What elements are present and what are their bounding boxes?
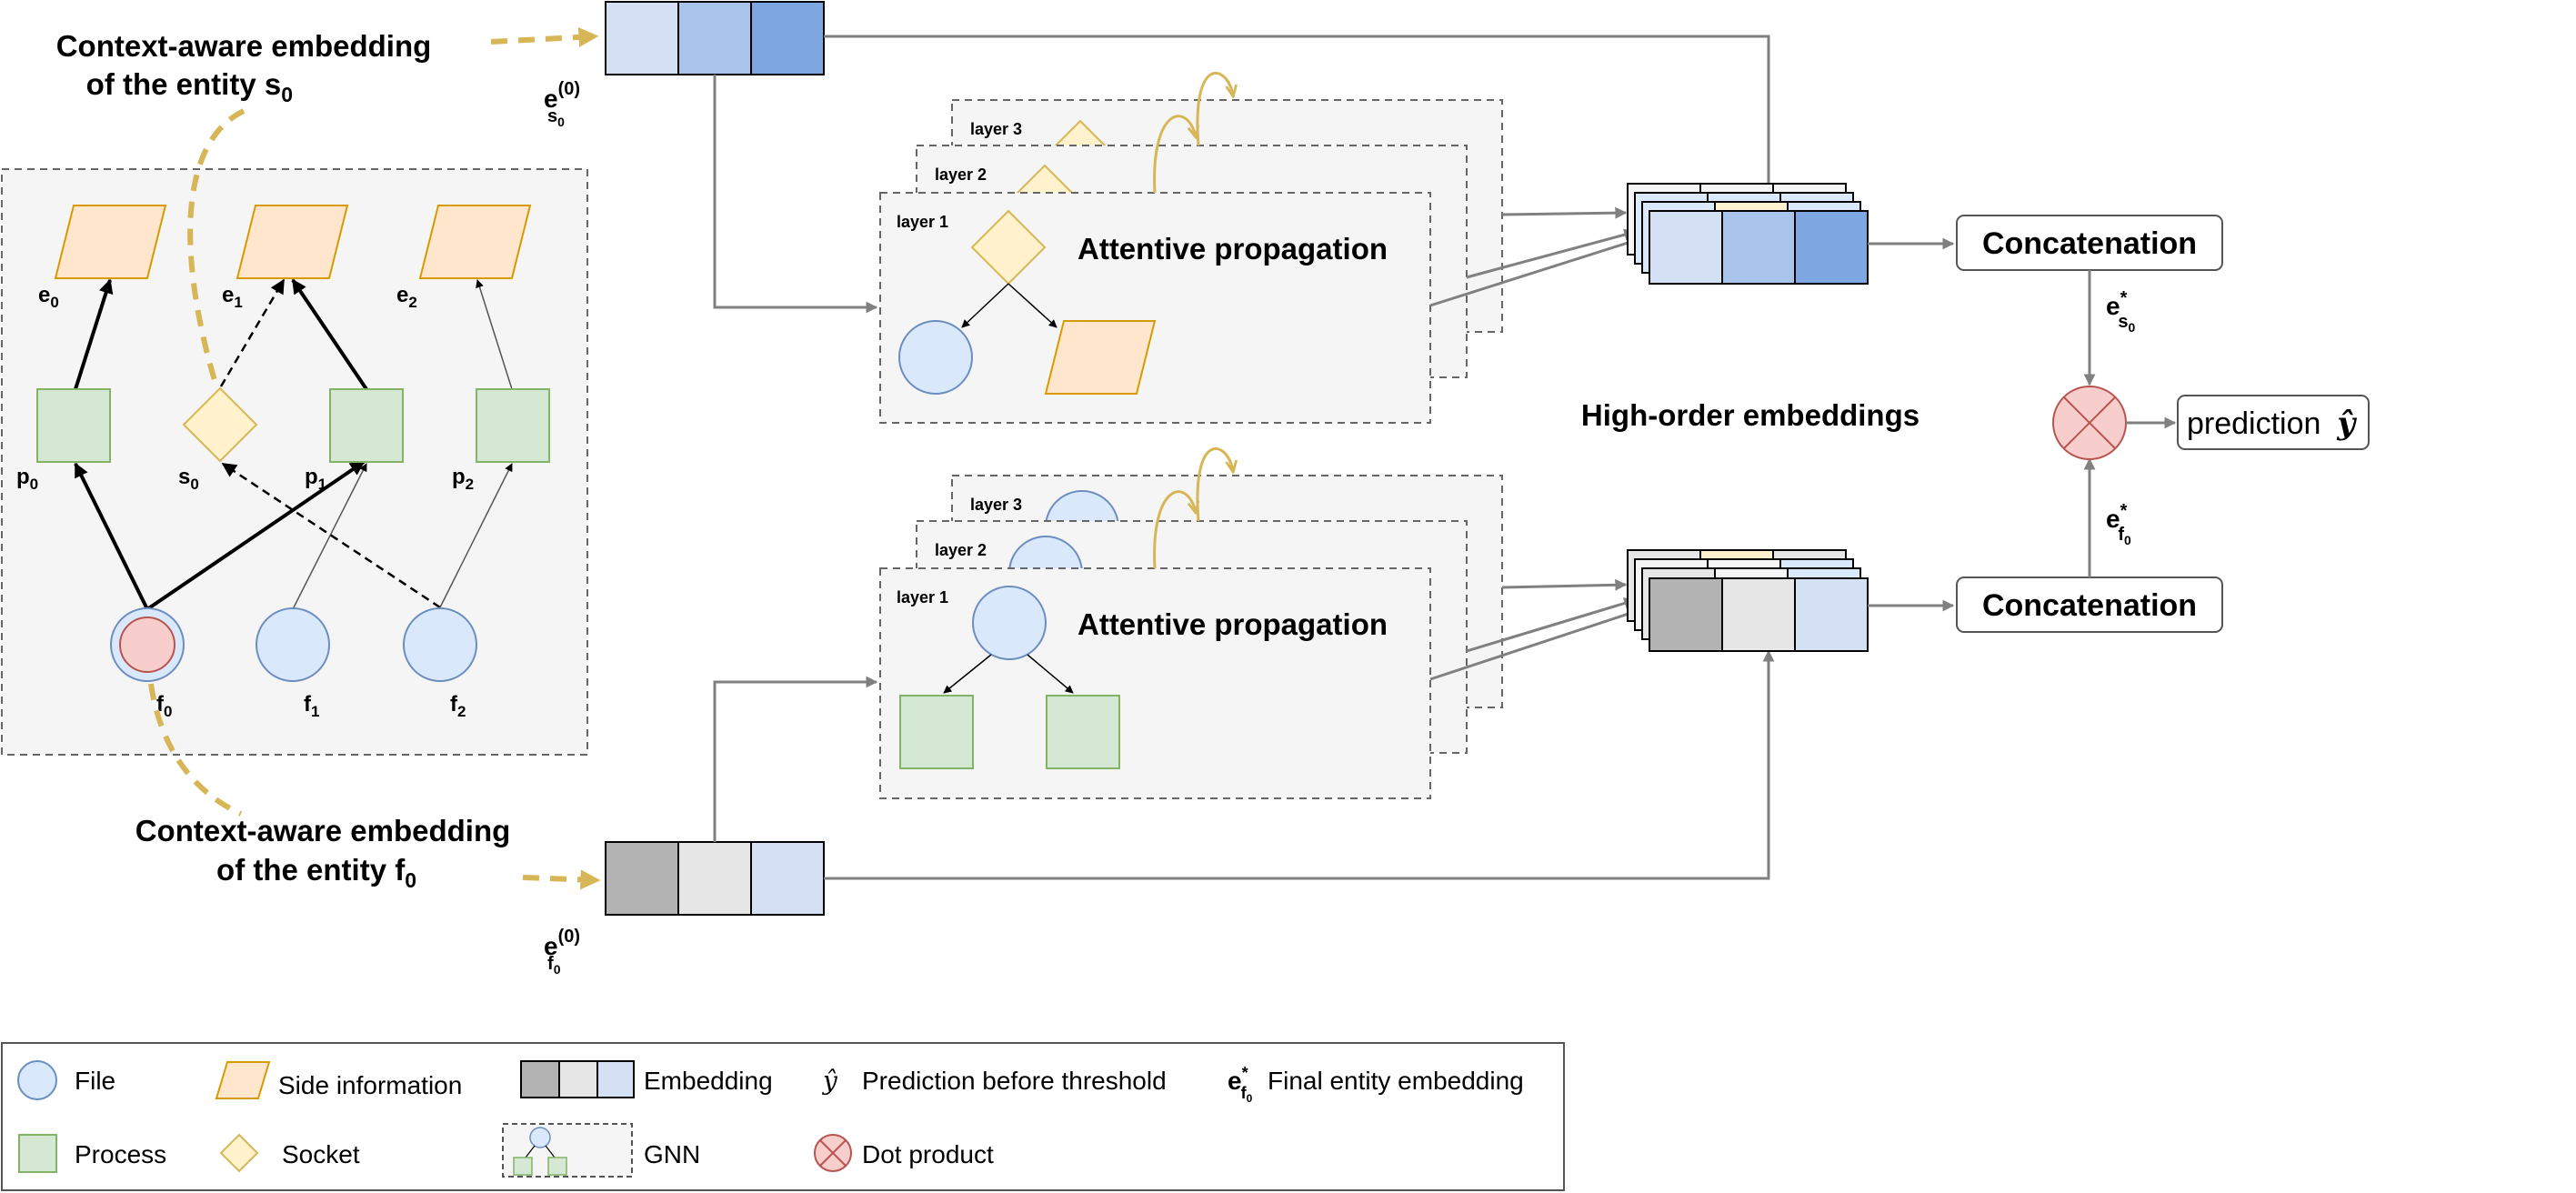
gnn-bottom-layer3-label: layer 3 [970, 496, 1022, 514]
gnn-bottom-title: Attentive propagation [1078, 607, 1388, 641]
gnn-top-layer2-label: layer 2 [935, 165, 987, 184]
context-f0-label-line2: of the entity f0 [216, 853, 416, 892]
edge-f0-p0 [74, 462, 149, 610]
gnn-top-layer3-label: layer 3 [970, 120, 1022, 138]
edge-p0-e0 [74, 278, 114, 390]
process-label-p0: p0 [16, 465, 38, 493]
gold-link-s0-to-socket [187, 108, 246, 387]
legend-file-label: File [75, 1067, 115, 1095]
side-info-node-e0 [54, 205, 167, 279]
gold-arrow-f0-to-embedding [522, 869, 601, 890]
gnn-bottom-process-node-1 [899, 695, 974, 769]
process-node-p0 [36, 388, 111, 463]
file-label-f0: f0 [156, 692, 172, 720]
concatenation-label-top: Concatenation [1982, 226, 2197, 261]
legend-gnn-icon [502, 1123, 633, 1178]
high-order-label: High-order embeddings [1581, 398, 1919, 432]
legend: File Side information Embedding ŷ Predic… [1, 1042, 1565, 1191]
gnn-output-arrows [1429, 206, 1644, 681]
side-label-e2: e2 [396, 283, 417, 311]
side-info-node-e2 [418, 205, 532, 279]
process-node-p2 [476, 388, 550, 463]
high-order-stack-s0 [1627, 183, 1869, 285]
entity-graph-panel: e0 e1 e2 p0 s0 p1 p2 f0 f1 f2 [1, 168, 588, 756]
connector-s0-initial-skip [824, 35, 1775, 213]
embedding-s0-initial [605, 1, 825, 75]
edge-p1-e1 [291, 278, 368, 391]
process-label-p2: p2 [452, 465, 474, 493]
high-order-stack-f0 [1627, 549, 1869, 652]
dot-product-node [2052, 386, 2127, 460]
side-label-e0: e0 [38, 283, 59, 311]
legend-embedding-icon [520, 1060, 635, 1098]
gnn-bottom: layer 3 layer 2 layer 1 Attentive propag… [879, 446, 1503, 799]
legend-dot-label: Dot product [862, 1140, 994, 1168]
gnn-top-side-node [1044, 320, 1157, 395]
legend-process-icon [18, 1134, 57, 1173]
legend-embedding-label: Embedding [644, 1067, 773, 1095]
prediction-box [2177, 395, 2370, 450]
prediction-label: prediction ŷ [2187, 406, 2357, 442]
legend-socket-label: Socket [282, 1140, 360, 1168]
legend-side-label: Side information [278, 1071, 462, 1099]
gnn-top-layer1-label: layer 1 [897, 213, 948, 231]
gnn-top-file-node [898, 320, 973, 395]
context-f0-label-line1: Context-aware embedding [135, 814, 511, 847]
legend-prediction-symbol: ŷ [821, 1066, 838, 1096]
legend-gnn-label: GNN [644, 1140, 700, 1168]
process-node-p1 [329, 388, 404, 463]
legend-process-label: Process [75, 1140, 166, 1168]
gnn-top-title: Attentive propagation [1078, 232, 1388, 266]
label-e-s0-initial: e(0) s0 [544, 79, 580, 129]
file-node-f1 [256, 607, 330, 682]
gnn-top: layer 3 layer 2 layer 1 Attentive propag… [879, 71, 1503, 424]
gold-arrow-s0-to-embedding [490, 26, 599, 47]
socket-label-s0: s0 [178, 465, 199, 493]
gnn-bottom-layer2-label: layer 2 [935, 541, 987, 559]
edge-s0-e1 [219, 278, 286, 387]
label-e-f0-initial: e(0) f0 [544, 927, 580, 977]
legend-final-label: Final entity embedding [1268, 1067, 1524, 1095]
connector-f0-initial-to-gnn [713, 676, 878, 842]
concatenation-label-bottom: Concatenation [1982, 588, 2197, 623]
edge-f1-p1 [292, 463, 367, 610]
legend-prediction-label: Prediction before threshold [862, 1067, 1167, 1095]
label-e-s0-final: e* s0 [2106, 288, 2136, 335]
embedding-f0-initial [605, 841, 825, 916]
legend-dot-product-icon [814, 1134, 852, 1172]
side-label-e1: e1 [222, 283, 243, 311]
file-label-f1: f1 [304, 692, 319, 720]
context-s0-label-line2: of the entity s0 [86, 67, 293, 106]
side-info-node-e1 [236, 205, 349, 279]
edge-f2-p2 [439, 463, 513, 608]
edge-f0-p1 [145, 460, 366, 611]
gnn-bottom-file-node [972, 586, 1047, 660]
gnn-bottom-layer1-label: layer 1 [897, 588, 948, 607]
process-label-p1: p1 [305, 465, 326, 493]
legend-side-icon [215, 1061, 271, 1099]
socket-node-s0 [182, 386, 258, 463]
context-s0-label-line1: Context-aware embedding [56, 29, 432, 63]
gold-link-f0-to-file [148, 683, 243, 817]
legend-final-symbol: e* f0 [1228, 1064, 1253, 1105]
legend-socket-icon [219, 1133, 259, 1173]
connector-s0-initial-to-gnn [713, 75, 878, 314]
label-e-f0-final: e* f0 [2106, 501, 2131, 547]
connector-f0-initial-skip [824, 649, 1775, 880]
gnn-bottom-process-node-2 [1046, 695, 1120, 769]
file-node-f0-highlight [119, 617, 175, 673]
legend-file-icon [17, 1060, 57, 1100]
file-node-f2 [403, 607, 477, 682]
file-label-f2: f2 [450, 692, 466, 720]
edge-f2-s0 [221, 462, 441, 609]
edge-p2-e2 [476, 279, 513, 390]
